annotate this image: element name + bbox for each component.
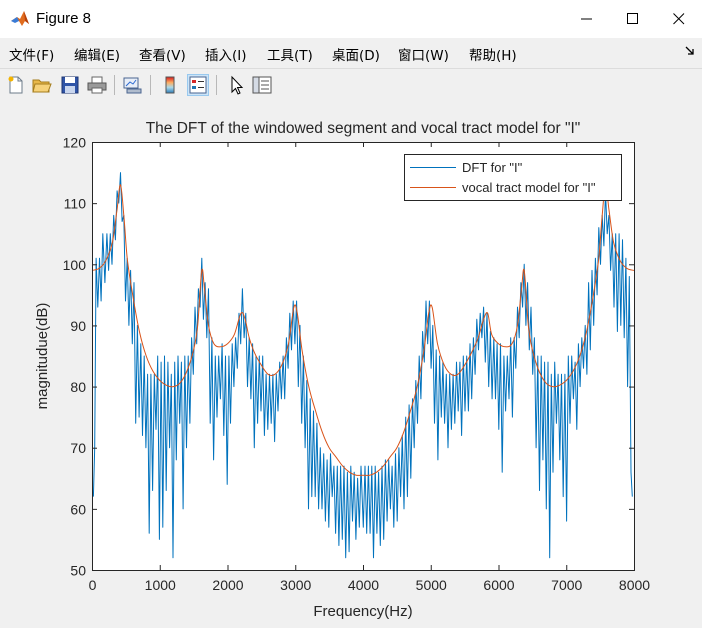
open-file-icon [32,79,52,93]
minimize-button[interactable] [564,0,610,38]
axes-background [92,142,634,570]
x-tick-label: 7000 [551,577,582,593]
y-tick-label: 70 [70,440,86,456]
x-axis-label: Frequency(Hz) [313,603,412,620]
matlab-logo-icon [11,11,29,26]
model-series-line [91,184,635,476]
edit-plot-button[interactable] [225,74,247,96]
y-tick-label: 110 [64,196,87,212]
menu-insert[interactable]: 插入(I) [205,48,247,64]
dock-arrow-icon[interactable] [684,45,696,59]
legend-entry-dft: DFT for "I" [462,160,523,175]
chart-title: The DFT of the windowed segment and voca… [146,120,581,137]
legend-entry-model: vocal tract model for "I" [462,180,596,195]
colorbar-button[interactable] [159,74,181,96]
y-tick-label: 90 [70,318,86,334]
edit-plot-icon [231,75,244,95]
close-button[interactable] [656,0,702,38]
figure-canvas: 0 1000 2000 3000 4000 5000 6000 7000 8000 50 60 70 8… [0,101,702,628]
menu-bar: 文件(F) 编辑(E) 查看(V) 插入(I) 工具(T) 桌面(D) 窗口(W… [0,38,702,68]
property-inspector-icon [252,76,272,94]
save-button[interactable] [59,74,81,96]
toolbar-separator [114,75,115,95]
plot-lines [91,172,635,559]
window-title: Figure 8 [36,10,92,27]
y-tick-label: 120 [63,135,87,151]
dft-series-line [92,172,633,559]
open-file-button[interactable] [31,74,53,96]
toolbar-separator [150,75,151,95]
y-tick-label: 80 [70,379,86,395]
new-figure-button[interactable] [5,74,27,96]
link-plot-button[interactable] [121,74,143,96]
y-tick-label: 60 [70,501,86,517]
menu-help[interactable]: 帮助(H) [469,48,517,64]
x-tick-label: 0 [89,577,97,593]
link-plot-icon [123,77,142,94]
x-tick-label: 5000 [416,577,447,593]
minimize-icon [581,18,592,20]
legend[interactable]: DFT for "I" vocal tract model for "I" [404,154,622,201]
print-icon [87,76,107,94]
close-icon [673,13,685,25]
figure-toolbar [0,68,702,102]
print-button[interactable] [86,74,108,96]
y-tick-label: 100 [63,257,87,273]
x-tick-label: 3000 [280,577,311,593]
menu-edit[interactable]: 编辑(E) [74,48,121,64]
new-figure-icon [8,76,23,94]
x-tick-label: 2000 [212,577,243,593]
legend-button[interactable] [187,74,209,96]
legend-icon [189,76,207,94]
x-tick-label: 1000 [145,577,176,593]
y-axis-label: magnitudue(dB) [34,303,51,410]
x-tick-label: 6000 [483,577,514,593]
toolbar-separator [216,75,217,95]
maximize-icon [627,13,638,24]
maximize-button[interactable] [610,0,656,38]
colorbar-icon [165,76,175,94]
axis-ticks: 0 1000 2000 3000 4000 5000 6000 7000 8000 50 60 70 8… [63,135,651,594]
y-tick-label: 50 [70,563,86,579]
window-title-bar: Figure 8 [0,0,702,38]
menu-view[interactable]: 查看(V) [139,48,186,64]
plot-svg: 0 1000 2000 3000 4000 5000 6000 7000 8000 50 60 70 8… [34,120,651,620]
menu-file[interactable]: 文件(F) [9,48,55,64]
property-inspector-button[interactable] [251,74,273,96]
menu-tools[interactable]: 工具(T) [267,48,313,64]
x-tick-label: 4000 [348,577,379,593]
legend-box [404,154,622,201]
save-icon [61,76,79,94]
x-tick-label: 8000 [619,577,650,593]
menu-window[interactable]: 窗口(W) [398,48,449,64]
menu-desktop[interactable]: 桌面(D) [332,48,380,64]
